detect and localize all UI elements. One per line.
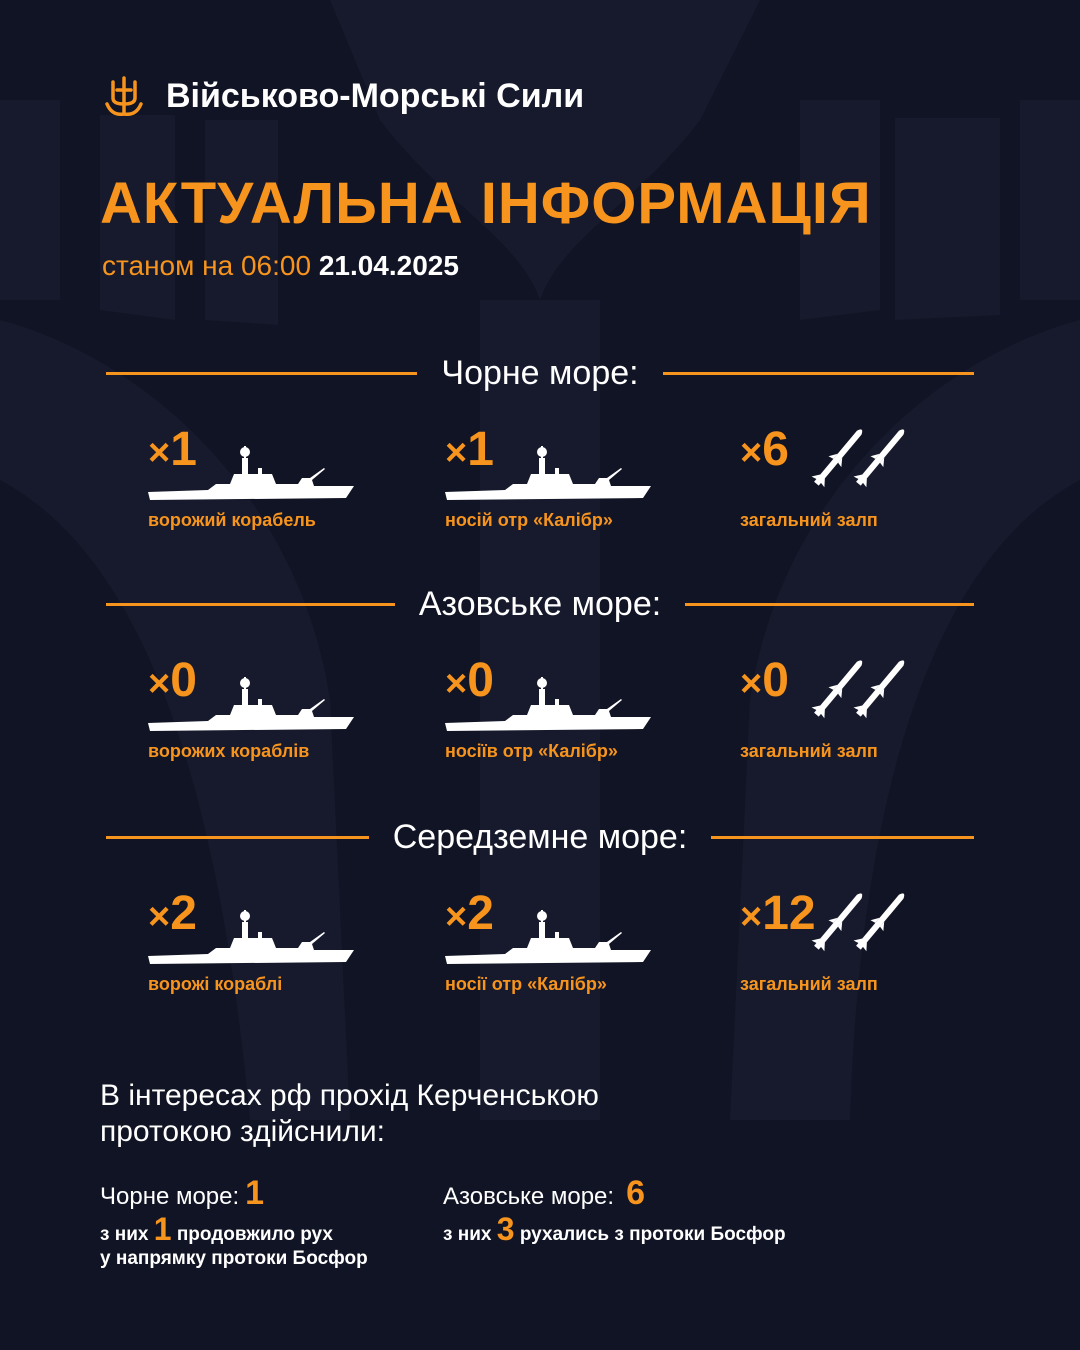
stat-label: ворожих кораблів [148,741,310,761]
stat-label: носії отр «Калібр» [445,974,607,994]
count-prefix: × [740,896,763,938]
stat-count: ×1 [148,424,197,479]
azov-sea-detail-prefix: з них [443,1224,492,1245]
black-sea-label: Чорне море: [100,1183,240,1210]
black-sea-detail-value: 1 [153,1211,172,1247]
stat-item: ×2 носії отр «Калібр» [445,888,705,1008]
count-value: 1 [170,423,197,476]
missiles-icon [798,647,918,732]
black-sea-detail-prefix: з них [100,1224,149,1245]
stat-item: ×1 носій отр «Калібр» [445,424,705,544]
count-prefix: × [740,663,763,705]
black-sea-detail-line-2: у напрямку протоки Босфор [100,1248,368,1269]
azov-sea-detail-value: 3 [496,1211,515,1247]
azov-sea-detail-suffix: рухались з протоки Босфор [519,1224,786,1245]
subtitle: станом на 06:00 21.04.2025 [102,250,459,282]
stat-item: ×0 загальний залп [740,655,1000,775]
stat-item: ×12 загальний залп [740,888,1000,1008]
section-header: Середземне море: [106,818,975,857]
count-value: 2 [170,887,197,940]
stat-count: ×6 [740,424,789,479]
stat-label: ворожі кораблі [148,974,283,994]
subtitle-prefix: станом на 06:00 [102,250,312,281]
count-value: 0 [170,654,197,707]
kerch-black-sea: Чорне море: 1 з них 1 продовжило рух у на… [100,1174,368,1271]
divider [685,603,975,606]
ship-icon [445,908,655,973]
trident-anchor-icon [105,76,143,117]
kerch-azov-sea: Азовське море: 6 з них 3 рухались з прото… [443,1174,786,1247]
ship-icon [445,444,655,509]
missiles-icon [798,880,918,965]
section-title: Середземне море: [392,818,688,856]
stat-item: ×0 ворожих кораблів [148,655,408,775]
count-prefix: × [445,896,468,938]
ship-icon [148,675,358,740]
section-header: Чорне море: [106,354,975,393]
divider [106,836,369,839]
section-title: Чорне море: [441,354,639,392]
stat-count: ×0 [740,655,789,710]
azov-sea-label: Азовське море: [443,1183,615,1210]
org-name: Військово-Морські Сили [166,76,585,115]
ship-icon [148,908,358,973]
stat-item: ×6 загальний залп [740,424,1000,544]
count-value: 0 [467,654,494,707]
missiles-icon [798,416,918,501]
kerch-line-2: протокою здійснили: [100,1115,385,1148]
sea-section: Середземне море: ×2 ворожі кораблі ×2 носії … [0,818,1080,1073]
count-value: 2 [467,887,494,940]
count-prefix: × [445,432,468,474]
count-prefix: × [148,663,171,705]
azov-sea-value: 6 [626,1174,645,1212]
count-value: 12 [762,887,816,940]
ship-icon [445,675,655,740]
page-title: АКТУАЛЬНА ІНФОРМАЦІЯ [100,171,872,236]
count-prefix: × [148,896,171,938]
stat-count: ×2 [445,888,494,943]
stat-label: носій отр «Калібр» [445,510,613,530]
stat-label: загальний залп [740,741,878,761]
stat-item: ×0 носіїв отр «Калібр» [445,655,705,775]
count-value: 6 [762,423,789,476]
stat-count: ×2 [148,888,197,943]
stat-label: носіїв отр «Калібр» [445,741,618,761]
stat-item: ×1 ворожий корабель [148,424,408,544]
stat-label: загальний залп [740,510,878,530]
count-prefix: × [148,432,171,474]
sea-section: Чорне море: ×1 ворожий корабель ×1 носій отр… [0,354,1080,609]
sea-section: Азовське море: ×0 ворожих кораблів ×0 носіїв… [0,585,1080,840]
count-value: 0 [762,654,789,707]
divider [711,836,975,839]
section-header: Азовське море: [106,585,975,624]
count-prefix: × [740,432,763,474]
black-sea-detail-suffix: продовжило рух [176,1224,333,1245]
kerch-line-1: В інтересах рф прохід Керченською [100,1079,599,1112]
black-sea-value: 1 [245,1174,265,1212]
divider [662,372,975,375]
stat-label: ворожий корабель [148,510,316,530]
stat-label: загальний залп [740,974,878,994]
count-value: 1 [467,423,494,476]
stat-item: ×2 ворожі кораблі [148,888,408,1008]
kerch-heading: В інтересах рф прохід Керченською проток… [100,1078,599,1150]
divider [106,372,418,375]
count-prefix: × [445,663,468,705]
stat-count: ×0 [445,655,494,710]
ship-icon [148,444,358,509]
header: Військово-Морські Сили [104,74,584,118]
stat-count: ×0 [148,655,197,710]
subtitle-date: 21.04.2025 [318,250,459,281]
section-title: Азовське море: [418,585,662,623]
stat-count: ×1 [445,424,494,479]
divider [106,603,395,606]
stat-count: ×12 [740,888,816,943]
